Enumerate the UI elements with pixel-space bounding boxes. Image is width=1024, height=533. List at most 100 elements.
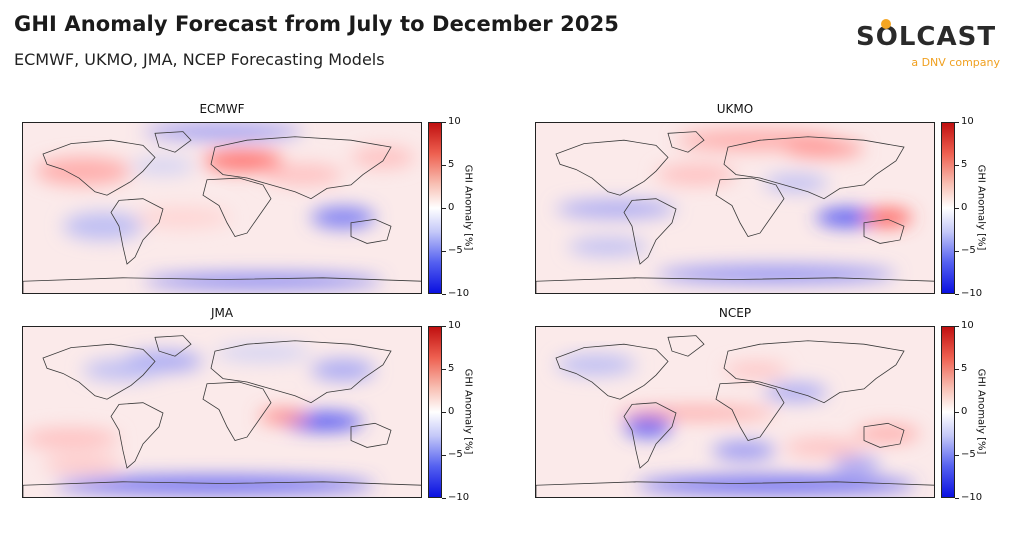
colorbar-tick-label: 0 <box>448 406 455 417</box>
coastline-4 <box>202 177 272 237</box>
coastline-1 <box>667 335 705 357</box>
anomaly-field <box>556 129 912 283</box>
coastline-4 <box>202 381 272 441</box>
colorbar-tick-label: −5 <box>961 245 976 256</box>
colorbar-tick-label: 0 <box>961 202 968 213</box>
coastline-3 <box>210 340 392 404</box>
anomaly-region-6 <box>656 265 896 283</box>
anomaly-map-ecmwf <box>22 122 422 294</box>
colorbar-tick-mark <box>955 122 959 123</box>
coastline-2 <box>623 198 677 265</box>
colorbar-tick-mark <box>955 326 959 327</box>
anomaly-region-6 <box>23 428 119 450</box>
coastline-5 <box>350 218 392 244</box>
coastline-5 <box>350 422 392 448</box>
coastline-0 <box>555 343 669 400</box>
anomaly-region-4 <box>784 438 864 456</box>
colorbar-ncep <box>941 326 955 498</box>
sun-icon <box>881 19 891 29</box>
anomaly-region-5 <box>556 354 636 376</box>
colorbar-tick-mark <box>442 498 446 499</box>
colorbar-tick-label: 0 <box>448 202 455 213</box>
colorbar-tick-label: −10 <box>961 492 983 503</box>
colorbar-tick-mark <box>442 122 446 123</box>
anomaly-region-5 <box>131 157 195 175</box>
panel-title-ukmo: UKMO <box>716 102 754 116</box>
colorbar-tick-mark <box>442 251 446 252</box>
anomaly-region-8 <box>832 457 880 472</box>
anomaly-region-3 <box>636 476 916 494</box>
panel-jma: JMA <box>22 306 422 498</box>
colorbar-tick-mark <box>955 165 959 166</box>
colorbar-label-ukmo: GHI Anomaly [%] <box>975 164 987 251</box>
anomaly-region-0 <box>816 209 880 227</box>
anomaly-region-0 <box>624 416 672 438</box>
anomaly-region-2 <box>263 164 343 185</box>
panel-ukmo: UKMO <box>535 102 935 294</box>
colorbar-tick-mark <box>955 369 959 370</box>
anomaly-region-8 <box>351 147 415 168</box>
anomaly-region-4 <box>135 207 231 228</box>
anomaly-region-4 <box>83 359 163 381</box>
coastline-3 <box>210 136 392 200</box>
colorbar-tick-label: 10 <box>961 320 974 331</box>
anomaly-region-2 <box>55 476 375 494</box>
colorbar-ecmwf <box>428 122 442 294</box>
panel-title-ncep: NCEP <box>718 306 752 320</box>
anomaly-region-7 <box>568 238 648 256</box>
coastline-0 <box>42 343 156 400</box>
anomaly-region-7 <box>143 274 383 289</box>
logo-wordmark: SOLCAST <box>856 22 997 52</box>
anomaly-map-jma <box>22 326 422 498</box>
colorbar-tick-mark <box>442 326 446 327</box>
coastline-1 <box>154 131 192 153</box>
solcast-logo: SOLCAST a DNV company <box>856 12 1006 72</box>
colorbar-tick-mark <box>442 455 446 456</box>
colorbar-label-jma: GHI Anomaly [%] <box>462 368 474 455</box>
coastline-4 <box>715 381 785 441</box>
anomaly-region-2 <box>712 442 776 460</box>
coastline-2 <box>110 402 164 469</box>
coastline-0 <box>42 139 156 196</box>
colorbar-tick-label: −10 <box>448 288 470 299</box>
coastline-6 <box>23 481 421 497</box>
anomaly-region-4 <box>784 140 864 158</box>
coastline-5 <box>863 422 905 448</box>
coastline-3 <box>723 340 905 404</box>
anomaly-heatmap-ecmwf <box>23 123 421 293</box>
coastline-2 <box>110 198 164 265</box>
anomaly-heatmap-ncep <box>536 327 934 497</box>
panel-ecmwf: ECMWF <box>22 102 422 294</box>
anomaly-map-ukmo <box>535 122 935 294</box>
coastline-5 <box>863 218 905 244</box>
anomaly-region-1 <box>864 209 912 227</box>
coastline-6 <box>23 277 421 293</box>
colorbar-tick-mark <box>442 369 446 370</box>
colorbar-tick-mark <box>955 208 959 209</box>
coastline-2 <box>623 402 677 469</box>
anomaly-region-9 <box>143 124 303 139</box>
anomaly-heatmap-ukmo <box>536 123 934 293</box>
anomaly-region-1 <box>259 409 307 424</box>
coastline-6 <box>536 277 934 293</box>
anomaly-region-8 <box>43 457 123 472</box>
colorbar-label-ncep: GHI Anomaly [%] <box>975 368 987 455</box>
colorbar-tick-label: −5 <box>961 449 976 460</box>
colorbar-tick-mark <box>442 412 446 413</box>
anomaly-region-1 <box>616 407 776 419</box>
anomaly-region-9 <box>724 363 788 377</box>
colorbar-jma <box>428 326 442 498</box>
colorbar-tick-mark <box>955 455 959 456</box>
panel-title-ecmwf: ECMWF <box>199 102 245 116</box>
anomaly-heatmap-jma <box>23 327 421 497</box>
anomaly-region-2 <box>556 200 676 218</box>
colorbar-tick-mark <box>442 294 446 295</box>
colorbar-label-ecmwf: GHI Anomaly [%] <box>462 164 474 251</box>
colorbar-tick-mark <box>955 294 959 295</box>
anomaly-region-7 <box>311 359 375 381</box>
anomaly-field <box>556 354 920 494</box>
colorbar-ukmo <box>941 122 955 294</box>
anomaly-region-6 <box>63 212 143 240</box>
anomaly-region-5 <box>215 344 311 362</box>
map-background <box>23 123 421 293</box>
